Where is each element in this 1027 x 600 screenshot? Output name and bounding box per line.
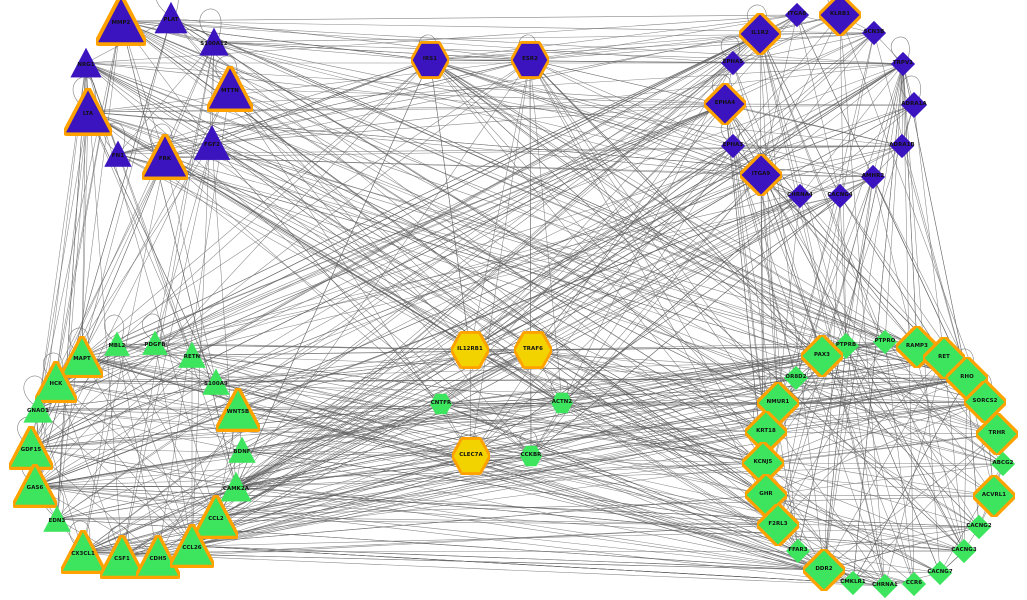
network-node-klrb1[interactable]: KLRB1 <box>819 0 861 36</box>
network-node-il12rb1[interactable]: IL12RB1 <box>451 331 489 369</box>
network-node-adra1b[interactable]: ADRA1B <box>889 133 915 159</box>
network-node-cacng7[interactable]: CACNG7 <box>927 560 953 586</box>
network-node-trpv1[interactable]: TRPV1 <box>890 51 916 77</box>
network-node-retn[interactable]: RETN <box>177 340 207 370</box>
network-node-plat[interactable]: PLAT <box>153 0 189 36</box>
network-node-cmklr1[interactable]: CMKLR1 <box>840 570 866 596</box>
network-node-amhr2[interactable]: AMHR2 <box>860 164 886 190</box>
network-node-frk[interactable]: FRK <box>142 134 188 180</box>
network-node-lta[interactable]: LTA <box>64 88 112 136</box>
network-node-irs1[interactable]: IRS1 <box>411 41 449 79</box>
network-node-mbl2[interactable]: MBL2 <box>103 330 131 358</box>
network-node-chrna4[interactable]: CHRNA4 <box>787 183 813 209</box>
network-node-wnt5b[interactable]: WNT5B <box>216 388 260 432</box>
network-node-epha5[interactable]: EPHA5 <box>720 50 746 76</box>
network-node-itga9[interactable]: ITGA9 <box>740 154 782 196</box>
network-node-cacng3[interactable]: CACNG3 <box>951 538 977 564</box>
network-node-chrna1[interactable]: CHRNA1 <box>872 573 898 599</box>
network-node-epha4[interactable]: EPHA4 <box>704 83 746 125</box>
network-node-gas6[interactable]: GAS6 <box>13 464 57 508</box>
network-node-ccl26[interactable]: CCL26 <box>170 524 214 568</box>
network-node-cacng4[interactable]: CACNG4 <box>827 183 853 209</box>
network-node-gdf15[interactable]: GDF15 <box>9 426 53 470</box>
network-node-esr2[interactable]: ESR2 <box>511 41 549 79</box>
network-node-pdgfb[interactable]: PDGFB <box>141 329 169 357</box>
network-node-itga8[interactable]: ITGA8 <box>784 2 810 28</box>
network-node-scn3b[interactable]: SCN3B <box>861 20 887 46</box>
network-node-mmp2[interactable]: MMP2 <box>96 0 146 46</box>
network-node-pax3[interactable]: PAX3 <box>801 335 843 377</box>
network-node-mttn[interactable]: MTTN <box>207 66 253 112</box>
network-node-clec7a[interactable]: CLEC7A <box>452 437 490 475</box>
network-node-cntfr[interactable]: CNTFR <box>429 392 453 416</box>
network-node-ccl2[interactable]: CCL2 <box>194 495 238 539</box>
network-node-il1r2[interactable]: IL1R2 <box>739 13 781 55</box>
network-node-sorcs2[interactable]: SORCS2 <box>964 381 1006 423</box>
network-node-nrg1[interactable]: NRG1 <box>69 46 103 80</box>
network-node-trhr[interactable]: TRHR <box>976 413 1018 455</box>
network-node-traf6[interactable]: TRAF6 <box>514 331 552 369</box>
network-node-adra1a[interactable]: ADRA1A <box>900 91 928 119</box>
network-node-cckbr[interactable]: CCKBR <box>519 444 543 468</box>
network-node-cacng2[interactable]: CACNG2 <box>966 514 992 540</box>
network-node-cx3cl1[interactable]: CX3CL1 <box>61 530 105 574</box>
network-node-ccr6[interactable]: CCR6 <box>901 571 927 597</box>
network-node-bdnf[interactable]: BDNF <box>227 435 257 465</box>
network-node-abcg2[interactable]: ABCG2 <box>990 451 1016 477</box>
network-node-fn1[interactable]: FN1 <box>103 139 133 169</box>
network-node-actn2[interactable]: ACTN2 <box>550 391 574 415</box>
network-node-ddr2[interactable]: DDR2 <box>803 549 845 591</box>
network-node-fgf2[interactable]: FGF2 <box>192 123 232 163</box>
network-node-s100a12[interactable]: S100A12 <box>198 26 230 58</box>
network-node-ptpro[interactable]: PTPRO <box>872 329 898 355</box>
network-node-acvrl1[interactable]: ACVRL1 <box>973 475 1015 517</box>
network-node-gnao1[interactable]: GNAO1 <box>22 393 54 425</box>
